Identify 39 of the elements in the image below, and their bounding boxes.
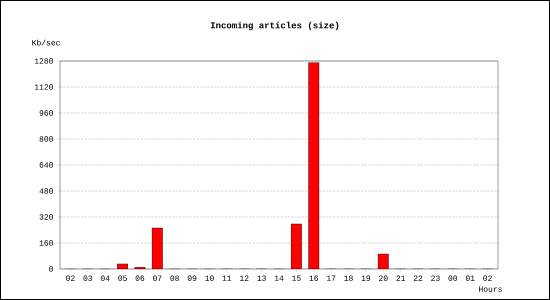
bar (308, 62, 320, 269)
y-tick-label: 640 (40, 162, 53, 168)
y-tick-label: 0 (49, 266, 53, 272)
x-tick-label: 19 (362, 276, 370, 281)
x-tick-label: 11 (222, 276, 232, 281)
x-tick-label: 13 (257, 276, 266, 281)
bar (290, 224, 302, 269)
x-tick-label: 23 (431, 276, 440, 281)
chart-title: Incoming articles (size) (210, 22, 338, 30)
x-tick-label: 02 (66, 276, 75, 281)
y-tick-label: 1120 (34, 84, 53, 90)
x-tick-label: 18 (344, 276, 353, 281)
y-tick-label: 160 (40, 240, 53, 246)
x-tick-label: 00 (448, 276, 458, 281)
y-tick-label: 960 (40, 110, 53, 116)
x-tick-label: 22 (414, 276, 422, 281)
y-tick-label: 320 (40, 214, 53, 220)
x-tick-label: 09 (188, 276, 196, 281)
x-tick-label: 08 (170, 276, 179, 281)
x-tick-label: 12 (240, 276, 248, 281)
x-tick-label: 02 (483, 276, 492, 281)
x-axis-title: Hours (479, 286, 502, 292)
x-tick-label: 01 (466, 276, 475, 281)
x-tick-label: 10 (205, 276, 214, 281)
x-tick-label: 05 (118, 276, 127, 281)
y-tick-label: 480 (39, 188, 53, 194)
y-tick-label: 800 (40, 136, 53, 142)
y-axis-title: Kb/sec (32, 40, 60, 46)
x-tick-label: 21 (396, 276, 406, 281)
x-tick-label: 14 (274, 276, 284, 281)
x-tick-label: 15 (292, 276, 301, 281)
x-tick-label: 17 (326, 276, 336, 281)
x-tick-label: 03 (84, 276, 92, 281)
y-tick-label: 1280 (34, 58, 53, 64)
x-tick-label: 06 (136, 276, 144, 281)
x-tick-label: 07 (153, 276, 162, 281)
x-tick-label: 04 (100, 276, 110, 281)
x-tick-label: 16 (310, 276, 318, 281)
x-tick-label: 20 (379, 276, 388, 281)
